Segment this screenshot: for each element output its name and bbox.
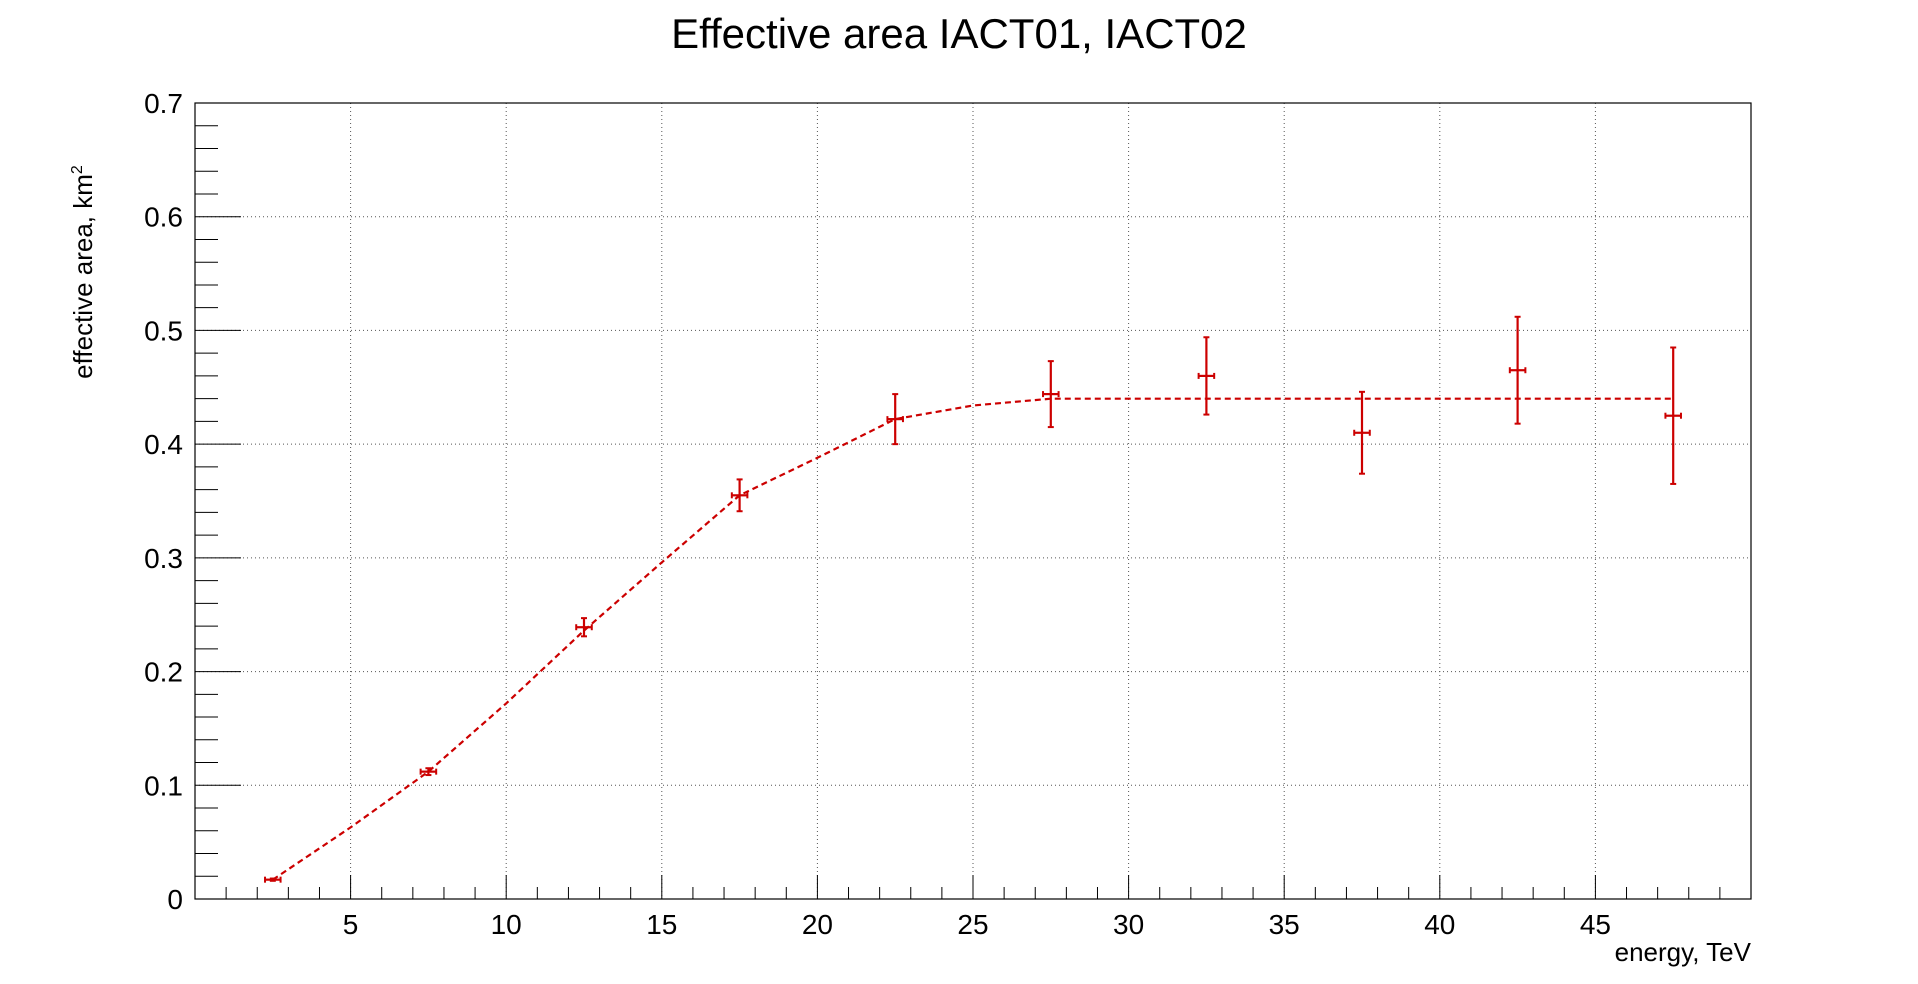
data-point-10 [1664,346,1682,485]
x-axis-ticks: 5 10 15 20 25 30 35 40 45 [225,875,1721,940]
y-tick-label: 0.7 [144,88,183,119]
data-point-8 [1353,390,1371,475]
grid-lines [195,103,1751,899]
data-point-7 [1197,336,1216,416]
y-tick-label: 0.3 [144,543,183,574]
x-tick-label: 45 [1580,909,1611,940]
y-tick-label: 0.2 [144,657,183,688]
x-tick-label: 35 [1269,909,1300,940]
data-point-1 [264,876,282,883]
y-tick-label: 0 [167,884,183,915]
y-tick-label: 0.6 [144,202,183,233]
data-point-3 [575,617,593,638]
y-axis-title-superscript: 2 [69,165,86,174]
fit-curve-layer [272,397,1674,881]
x-tick-label: 10 [491,909,522,940]
data-point-6 [1042,360,1060,429]
y-tick-label: 0.1 [144,770,183,801]
x-tick-label: 40 [1424,909,1455,940]
chart-title: Effective area IACT01, IACT02 [671,10,1247,57]
data-point-2 [419,767,438,777]
fit-curve [272,397,1674,881]
y-axis-title: effective area, km2 [68,165,98,379]
data-points-layer [264,315,1682,883]
y-axis-title-main: effective area, km [68,174,98,379]
y-tick-label: 0.4 [144,429,183,460]
x-tick-label: 20 [802,909,833,940]
y-tick-label: 0.5 [144,315,183,346]
y-axis-ticks: 0 0.1 0.2 0.3 0.4 0.5 0.6 0.7 [144,88,241,915]
x-tick-label: 25 [957,909,988,940]
x-tick-label: 30 [1113,909,1144,940]
x-tick-label: 5 [343,909,359,940]
data-point-9 [1508,315,1527,425]
x-tick-label: 15 [646,909,677,940]
x-axis-title: energy, TeV [1615,937,1752,967]
data-point-4 [730,478,749,513]
data-point-5 [886,393,904,446]
